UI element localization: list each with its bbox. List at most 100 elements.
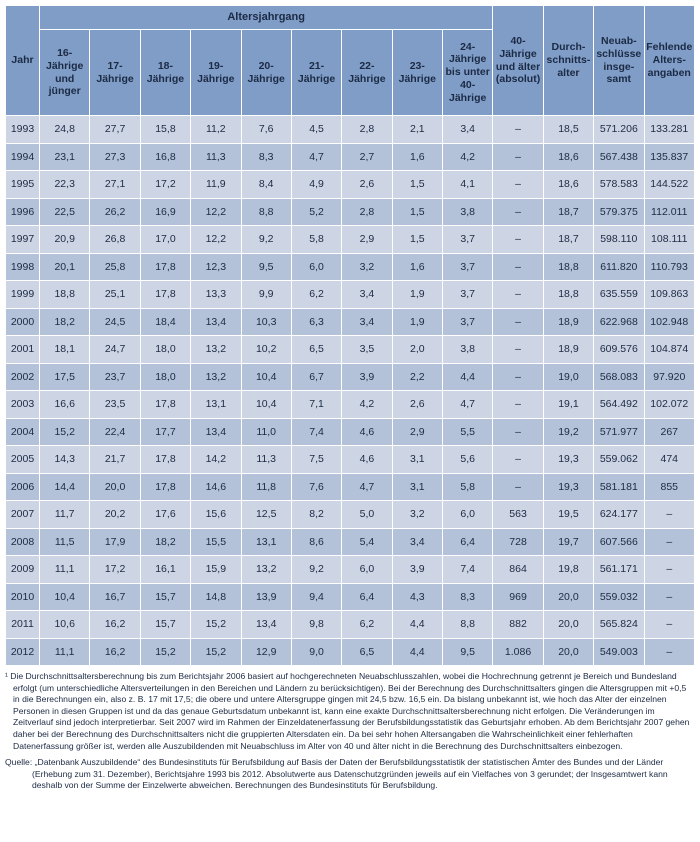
table-row: 2006 14,4 20,0 17,8 14,6 11,8 7,6 4,7 3,1 5,8–19,… [5, 472, 695, 501]
value-cell: 6,4 [441, 527, 494, 556]
value-cell: 4,2 [341, 390, 393, 419]
col-header-40-und-aelter: 40-Jährige und älter (absolut) [492, 5, 544, 116]
value-cell: – [492, 362, 544, 391]
value-cell: 3,2 [341, 252, 393, 281]
year-cell: 1995 [5, 170, 40, 199]
value-cell: 3,9 [391, 555, 444, 584]
value-cell: 11,7 [38, 500, 91, 529]
value-cell: – [492, 335, 544, 364]
value-cell: – [492, 197, 544, 226]
value-cell: 1,9 [391, 280, 444, 309]
value-cell: 11,2 [190, 115, 242, 144]
value-cell: 27,3 [89, 142, 141, 171]
value-cell: 17,8 [139, 280, 192, 309]
value-cell: 13,2 [190, 362, 242, 391]
value-cell: 24,7 [89, 335, 141, 364]
value-cell: 23,7 [89, 362, 141, 391]
value-cell: 8,3 [441, 582, 494, 611]
value-cell: 23,5 [89, 390, 141, 419]
value-cell: 2,0 [391, 335, 444, 364]
value-cell: 22,4 [89, 417, 141, 446]
value-cell: 8,6 [290, 527, 343, 556]
value-cell: 9,2 [240, 225, 292, 254]
value-cell: 2,2 [391, 362, 444, 391]
value-cell: 4,3 [391, 582, 444, 611]
value-cell: 6,0 [290, 252, 343, 281]
value-cell: 19,0 [542, 362, 595, 391]
value-cell: 13,1 [190, 390, 242, 419]
value-cell: 18,8 [542, 280, 595, 309]
value-cell: 18,0 [139, 335, 192, 364]
value-cell: 8,8 [240, 197, 292, 226]
value-cell: 2,1 [391, 115, 444, 144]
value-cell: 1,5 [391, 197, 444, 226]
value-cell: 16,9 [139, 197, 192, 226]
value-cell: 882 [492, 610, 544, 639]
value-cell: 17,8 [139, 252, 192, 281]
value-cell: 18,6 [542, 142, 595, 171]
value-cell: 14,6 [190, 472, 242, 501]
value-cell: 607.566 [593, 527, 645, 556]
value-cell: – [492, 280, 544, 309]
value-cell: 2,9 [341, 225, 393, 254]
col-header-jahr: Jahr [5, 5, 40, 116]
col-header-19: 19-Jährige [190, 29, 242, 116]
value-cell: 135.837 [643, 142, 695, 171]
age-cohort-table: Jahr Altersjahrgang 40-Jährige und älter… [5, 5, 695, 666]
value-cell: 4,6 [341, 445, 393, 474]
col-header-16-und-juenger: 16-Jährige und jünger [38, 29, 91, 116]
value-cell: 4,6 [341, 417, 393, 446]
value-cell: 9,5 [441, 637, 494, 666]
value-cell: 864 [492, 555, 544, 584]
col-header-neuabschluesse: Neuab­schlüsse insge­samt [593, 5, 645, 116]
col-header-24-bis-unter-40: 24-Jährige bis unter 40-Jährige [441, 29, 494, 116]
value-cell: 4,4 [441, 362, 494, 391]
value-cell: 6,5 [341, 637, 393, 666]
value-cell: 109.863 [643, 280, 695, 309]
value-cell: 474 [643, 445, 695, 474]
value-cell: – [643, 582, 695, 611]
value-cell: 16,2 [89, 637, 141, 666]
year-cell: 1993 [5, 115, 40, 144]
value-cell: 728 [492, 527, 544, 556]
value-cell: 17,6 [139, 500, 192, 529]
year-cell: 2008 [5, 527, 40, 556]
value-cell: 9,0 [290, 637, 343, 666]
value-cell: 578.583 [593, 170, 645, 199]
value-cell: 18,9 [542, 307, 595, 336]
value-cell: 4,7 [290, 142, 343, 171]
value-cell: 3,7 [441, 307, 494, 336]
year-cell: 1998 [5, 252, 40, 281]
value-cell: 17,0 [139, 225, 192, 254]
col-header-23: 23-Jährige [391, 29, 444, 116]
value-cell: 17,8 [139, 445, 192, 474]
value-cell: 12,9 [240, 637, 292, 666]
value-cell: 19,5 [542, 500, 595, 529]
value-cell: 611.820 [593, 252, 645, 281]
value-cell: – [492, 115, 544, 144]
value-cell: 15,7 [139, 610, 192, 639]
value-cell: 18,2 [139, 527, 192, 556]
value-cell: 14,3 [38, 445, 91, 474]
value-cell: 17,2 [89, 555, 141, 584]
value-cell: – [643, 500, 695, 529]
value-cell: 108.111 [643, 225, 695, 254]
value-cell: 855 [643, 472, 695, 501]
value-cell: 8,4 [240, 170, 292, 199]
value-cell: 2,8 [341, 197, 393, 226]
year-cell: 1999 [5, 280, 40, 309]
table-row: 2004 15,2 22,4 17,7 13,4 11,0 7,4 4,6 2,9 5,5–19,… [5, 417, 695, 446]
table-row: 1997 20,9 26,8 17,0 12,2 9,2 5,8 2,9 1,5 3,7–18,7… [5, 225, 695, 254]
value-cell: 2,7 [341, 142, 393, 171]
value-cell: 563 [492, 500, 544, 529]
value-cell: – [492, 472, 544, 501]
value-cell: 19,3 [542, 472, 595, 501]
value-cell: 2,6 [391, 390, 444, 419]
value-cell: 4,2 [441, 142, 494, 171]
value-cell: 1,9 [391, 307, 444, 336]
year-cell: 2003 [5, 390, 40, 419]
value-cell: 8,3 [240, 142, 292, 171]
value-cell: 8,8 [441, 610, 494, 639]
value-cell: 559.032 [593, 582, 645, 611]
value-cell: 16,2 [89, 610, 141, 639]
